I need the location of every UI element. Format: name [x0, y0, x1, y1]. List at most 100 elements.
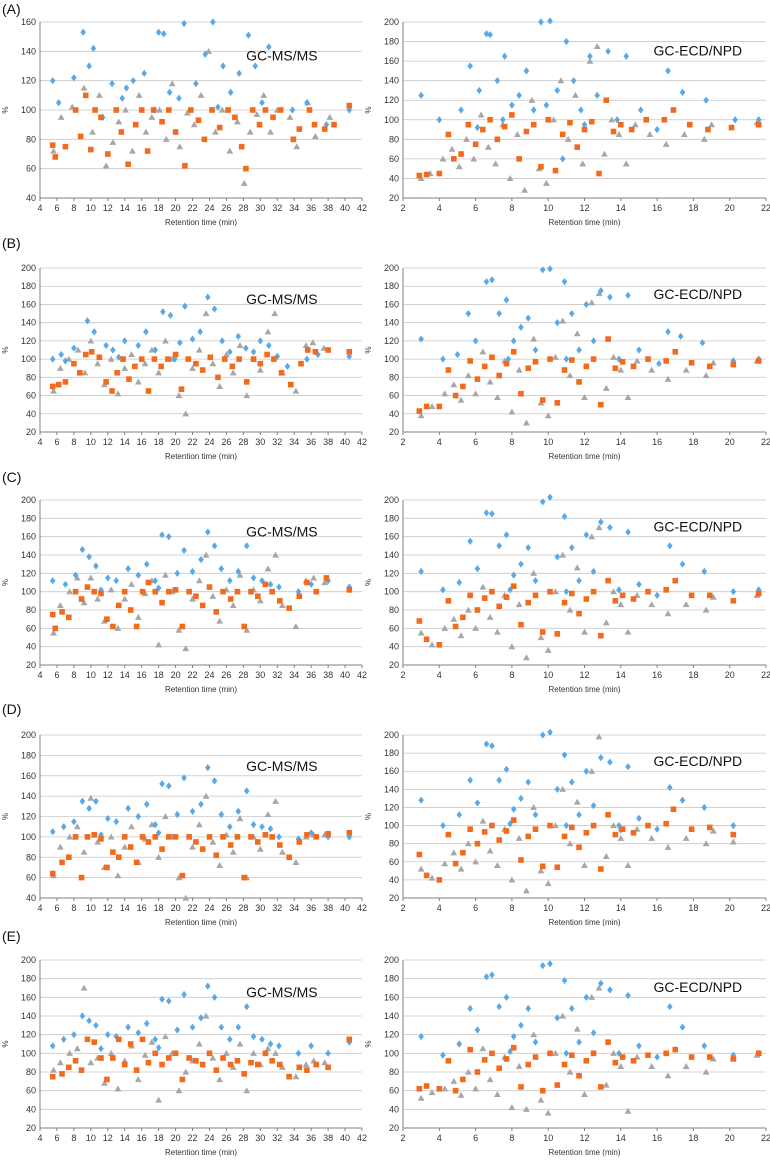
data-point-blue — [637, 106, 644, 114]
data-point-blue — [583, 300, 590, 309]
x-tick-label: 28 — [238, 437, 248, 447]
data-point-blue — [274, 352, 281, 360]
data-point-orange — [525, 365, 532, 372]
y-tick-label: 60 — [26, 164, 36, 174]
data-point-blue — [189, 1023, 196, 1031]
data-point-orange — [568, 824, 575, 831]
data-point-orange — [150, 107, 157, 113]
chart-e-gc-ecd-npd: 20 40 60 80 100 120 140 160 180 200 2 4 6 8 10 12 14 16 18… — [364, 955, 770, 1157]
y-axis-label: % — [364, 346, 373, 353]
data-point-orange — [227, 1061, 234, 1068]
y-tick-label: 20 — [26, 660, 36, 670]
data-point-gray — [530, 1031, 538, 1038]
data-point-gray — [94, 838, 102, 845]
data-point-gray — [243, 392, 251, 399]
data-point-gray — [472, 624, 479, 631]
data-point-orange — [474, 1069, 481, 1075]
y-tick-label: 80 — [26, 134, 36, 144]
data-point-orange — [688, 359, 695, 366]
y-tick-label: 80 — [26, 1067, 36, 1077]
data-point-gray — [552, 588, 559, 595]
data-point-blue — [532, 811, 539, 819]
x-tick-label: 40 — [340, 903, 350, 913]
data-point-orange — [179, 872, 186, 879]
data-point-blue — [547, 960, 553, 968]
data-point-orange — [113, 107, 120, 113]
data-point-orange — [619, 1054, 626, 1060]
data-point-gray — [624, 1107, 632, 1114]
data-point-orange — [158, 363, 164, 370]
y-tick-label: 140 — [21, 550, 36, 560]
y-tick-label: 100 — [384, 587, 399, 597]
data-point-orange — [236, 356, 242, 362]
data-point-gray — [236, 815, 244, 822]
series-orange — [416, 97, 762, 179]
data-point-blue — [62, 580, 69, 588]
data-point-blue — [539, 498, 546, 506]
chart-a-gc-ms-ms: 40 60 80 100 120 140 160 4 6 8 10 12 14 16 18 20 22 24 26 2… — [1, 17, 367, 227]
data-point-blue — [204, 764, 211, 772]
x-axis-label: Retention time (min) — [165, 685, 237, 694]
data-point-blue — [509, 101, 515, 109]
data-point-orange — [133, 1067, 140, 1073]
data-point-orange — [96, 354, 103, 361]
data-point-blue — [259, 99, 265, 107]
data-point-orange — [423, 171, 430, 178]
data-point-orange — [612, 831, 619, 838]
data-point-gray — [184, 109, 191, 116]
x-axis-label: Retention time (min) — [548, 685, 620, 694]
data-point-orange — [481, 829, 488, 835]
y-tick-label: 140 — [21, 1011, 36, 1021]
data-point-orange — [436, 1086, 443, 1092]
data-point-gray — [544, 646, 552, 653]
data-point-gray — [267, 128, 274, 135]
data-point-orange — [416, 618, 423, 624]
data-point-orange — [509, 112, 515, 118]
data-point-gray — [602, 1081, 610, 1088]
data-point-gray — [292, 623, 300, 630]
data-point-orange — [62, 143, 69, 150]
data-point-orange — [269, 834, 275, 840]
data-point-blue — [554, 785, 561, 793]
data-point-blue — [93, 562, 99, 570]
data-point-orange — [539, 629, 546, 635]
data-point-blue — [265, 341, 272, 350]
data-point-orange — [262, 832, 269, 838]
data-point-gray — [107, 586, 115, 593]
data-point-gray — [552, 353, 559, 360]
data-point-gray — [508, 643, 516, 650]
chart-title: GC-MS/MS — [246, 984, 318, 1000]
data-point-orange — [62, 379, 69, 385]
y-tick-label: 200 — [21, 730, 36, 740]
data-point-blue — [467, 1004, 473, 1013]
data-point-orange — [730, 598, 737, 604]
data-point-orange — [416, 172, 423, 179]
data-point-blue — [636, 346, 642, 354]
data-point-gray — [162, 1033, 169, 1040]
y-tick-label: 120 — [21, 336, 36, 346]
x-tick-label: 28 — [238, 670, 248, 680]
data-point-orange — [296, 839, 303, 845]
data-point-blue — [594, 91, 601, 99]
data-point-gray — [579, 160, 587, 167]
data-point-gray — [566, 840, 574, 847]
data-point-orange — [290, 136, 297, 143]
data-point-orange — [77, 369, 83, 376]
data-point-gray — [216, 1076, 224, 1083]
data-point-orange — [423, 872, 430, 879]
data-point-gray — [175, 392, 183, 399]
y-tick-label: 100 — [384, 821, 399, 831]
data-point-blue — [181, 19, 187, 28]
data-point-orange — [496, 1065, 502, 1072]
data-point-orange — [618, 121, 624, 128]
y-tick-label: 120 — [21, 568, 36, 578]
data-point-gray — [573, 330, 581, 337]
data-point-orange — [304, 347, 311, 353]
data-point-gray — [631, 121, 639, 128]
x-tick-label: 26 — [221, 1133, 231, 1143]
data-point-blue — [607, 758, 613, 766]
data-point-orange — [645, 1052, 651, 1058]
y-tick-label: 160 — [21, 992, 36, 1002]
data-point-blue — [79, 545, 86, 554]
